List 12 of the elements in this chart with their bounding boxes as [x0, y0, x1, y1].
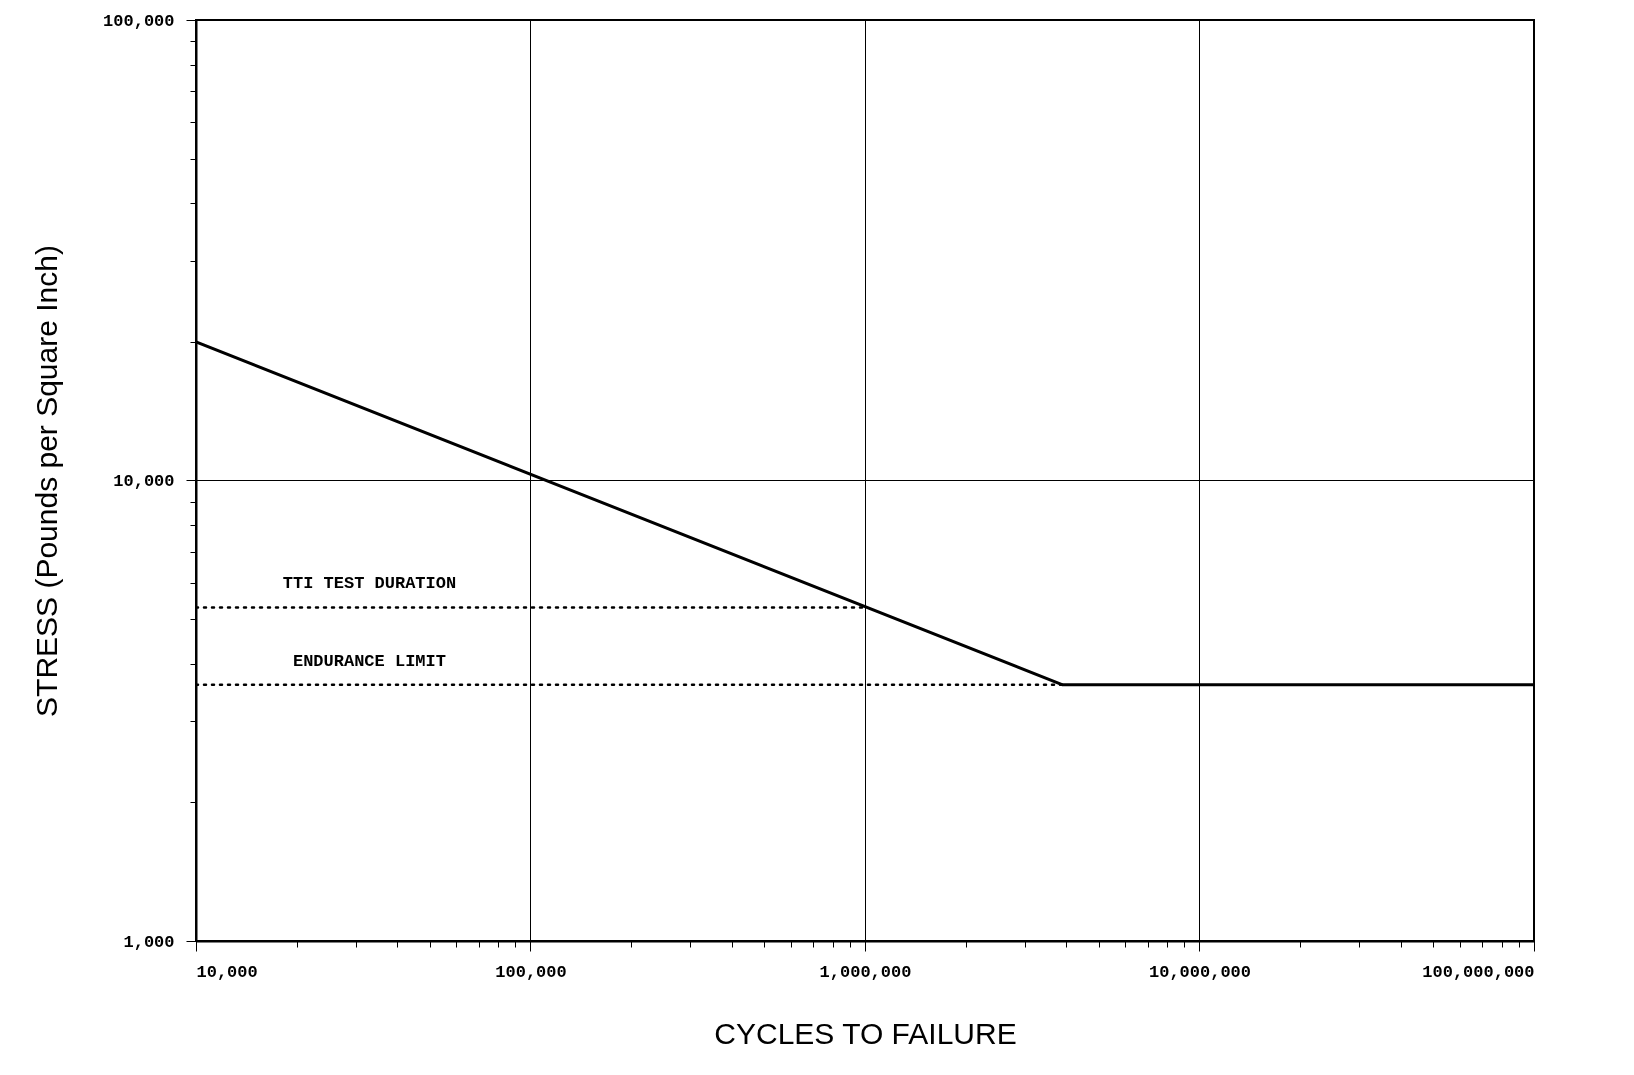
y-tick-label: 10,000	[113, 472, 175, 491]
x-axis-title: CYCLES TO FAILURE	[714, 1016, 1017, 1050]
x-tick-label: 10,000	[196, 962, 258, 982]
y-tick-label: 100,000	[103, 11, 175, 31]
x-tick-label: 100,000	[495, 962, 567, 982]
annotation: TTI TEST DURATION	[282, 574, 457, 594]
x-tick-label: 100,000,000	[1422, 962, 1535, 982]
y-tick-label: 1,000	[123, 932, 175, 952]
y-axis-title: STRESS (Pounds per Square Inch)	[30, 245, 64, 717]
x-tick-label: 10,000,000	[1148, 962, 1252, 982]
x-tick-label: 1,000,000	[819, 962, 912, 982]
annotation: ENDURANCE LIMIT	[292, 651, 446, 671]
